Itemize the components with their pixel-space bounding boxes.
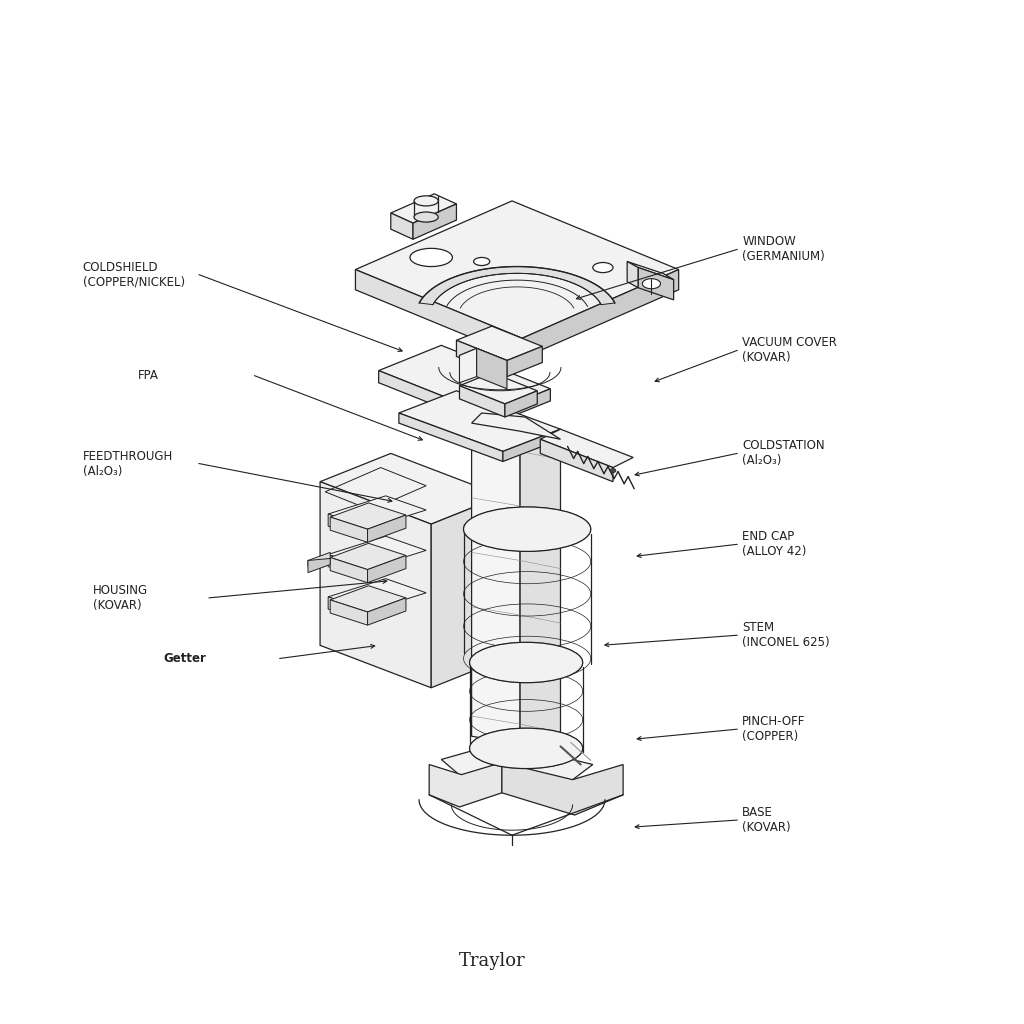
Text: END CAP
(ALLOY 42): END CAP (ALLOY 42) (742, 530, 807, 558)
Polygon shape (399, 391, 560, 452)
Polygon shape (308, 552, 330, 566)
Ellipse shape (410, 249, 453, 266)
Text: FEEDTHROUGH
(Al₂O₃): FEEDTHROUGH (Al₂O₃) (83, 450, 173, 477)
Polygon shape (460, 348, 476, 383)
Polygon shape (391, 194, 457, 223)
Polygon shape (368, 555, 406, 583)
Text: COLDSTATION
(Al₂O₃): COLDSTATION (Al₂O₃) (742, 439, 825, 467)
Text: COLDSHIELD
(COPPER/NICKEL): COLDSHIELD (COPPER/NICKEL) (83, 261, 184, 289)
Polygon shape (503, 429, 560, 462)
Text: WINDOW
(GERMANIUM): WINDOW (GERMANIUM) (742, 236, 825, 263)
Polygon shape (368, 598, 406, 625)
Polygon shape (379, 345, 550, 414)
Ellipse shape (414, 196, 438, 206)
Text: Traylor: Traylor (459, 952, 525, 971)
Polygon shape (413, 204, 457, 240)
Polygon shape (321, 481, 431, 688)
Polygon shape (355, 269, 522, 358)
Polygon shape (522, 269, 679, 358)
Text: VACUUM COVER
(KOVAR): VACUUM COVER (KOVAR) (742, 336, 838, 365)
Polygon shape (330, 503, 406, 529)
Polygon shape (476, 348, 507, 389)
Ellipse shape (470, 642, 583, 683)
Polygon shape (330, 517, 368, 543)
Ellipse shape (464, 507, 591, 551)
Ellipse shape (642, 279, 660, 289)
Polygon shape (379, 371, 487, 426)
Text: Getter: Getter (164, 652, 207, 665)
Ellipse shape (474, 257, 489, 265)
Polygon shape (399, 413, 503, 462)
Polygon shape (638, 267, 674, 300)
Polygon shape (328, 579, 426, 611)
Polygon shape (368, 515, 406, 543)
Polygon shape (308, 558, 330, 572)
Polygon shape (330, 600, 368, 625)
Polygon shape (502, 763, 624, 815)
Polygon shape (457, 340, 507, 377)
Text: STEM
(INCONEL 625): STEM (INCONEL 625) (742, 622, 829, 649)
Polygon shape (457, 326, 543, 360)
Polygon shape (330, 586, 406, 612)
Polygon shape (520, 431, 560, 753)
Ellipse shape (470, 728, 583, 769)
Polygon shape (472, 413, 560, 439)
Polygon shape (441, 742, 593, 795)
Ellipse shape (593, 262, 613, 272)
Polygon shape (391, 213, 413, 240)
Polygon shape (487, 389, 550, 426)
Polygon shape (330, 557, 368, 583)
Polygon shape (355, 201, 679, 338)
Polygon shape (328, 537, 426, 568)
Polygon shape (328, 514, 369, 541)
Text: BASE
(KOVAR): BASE (KOVAR) (742, 806, 791, 835)
Polygon shape (541, 439, 613, 481)
Polygon shape (505, 391, 538, 417)
Polygon shape (321, 454, 502, 524)
Ellipse shape (610, 469, 616, 473)
Text: FPA: FPA (138, 369, 159, 382)
Text: PINCH-OFF
(COPPER): PINCH-OFF (COPPER) (742, 715, 806, 743)
Polygon shape (328, 597, 369, 624)
Polygon shape (419, 266, 614, 305)
Polygon shape (330, 544, 406, 569)
Polygon shape (431, 496, 502, 688)
Polygon shape (460, 386, 505, 417)
Polygon shape (328, 496, 426, 528)
Polygon shape (460, 348, 507, 368)
Polygon shape (460, 373, 538, 403)
Polygon shape (507, 346, 543, 377)
Polygon shape (627, 261, 638, 288)
Ellipse shape (414, 212, 438, 222)
Polygon shape (429, 763, 502, 807)
Polygon shape (328, 554, 369, 581)
Text: HOUSING
(KOVAR): HOUSING (KOVAR) (93, 584, 147, 612)
Polygon shape (541, 429, 633, 468)
Polygon shape (627, 261, 674, 280)
Polygon shape (472, 423, 520, 744)
